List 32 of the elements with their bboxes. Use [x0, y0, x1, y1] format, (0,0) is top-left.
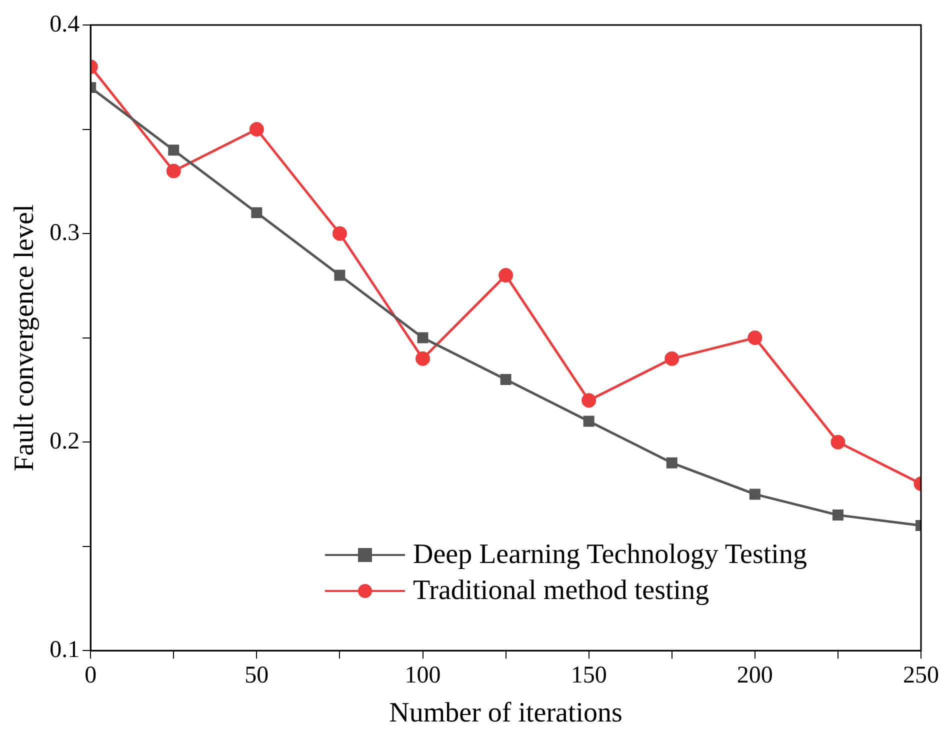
- x-tick-label: 0: [84, 662, 97, 688]
- point: [498, 268, 514, 282]
- point: [582, 393, 596, 408]
- point: [249, 122, 264, 137]
- y-tick-label: 0.2: [50, 428, 80, 454]
- point: [166, 164, 181, 178]
- y-tick-label: 0.4: [50, 11, 80, 38]
- point: [666, 457, 678, 468]
- point: [416, 351, 430, 366]
- legend-label: Traditional method testing: [413, 575, 710, 607]
- point: [417, 332, 428, 344]
- x-axis-title: Number of iterations: [389, 698, 622, 729]
- point: [583, 416, 594, 427]
- point: [830, 434, 846, 450]
- x-tick-label: 50: [244, 662, 269, 688]
- point: [748, 330, 762, 346]
- x-tick-label: 250: [903, 662, 939, 688]
- point: [832, 510, 844, 521]
- point: [168, 144, 180, 156]
- point: [251, 207, 262, 218]
- y-axis-title: Fault convergence level: [9, 204, 40, 472]
- point: [664, 351, 680, 366]
- point: [749, 488, 760, 500]
- x-tick-label: 150: [570, 662, 607, 688]
- y-tick-label: 0.3: [50, 220, 80, 246]
- point: [500, 374, 512, 385]
- legend-label: Deep Learning Technology Testing: [413, 539, 807, 571]
- x-tick-label: 100: [404, 662, 441, 688]
- x-tick-label: 200: [736, 662, 773, 688]
- y-tick-label: 0.1: [50, 636, 80, 663]
- point: [332, 226, 347, 241]
- point: [334, 270, 346, 281]
